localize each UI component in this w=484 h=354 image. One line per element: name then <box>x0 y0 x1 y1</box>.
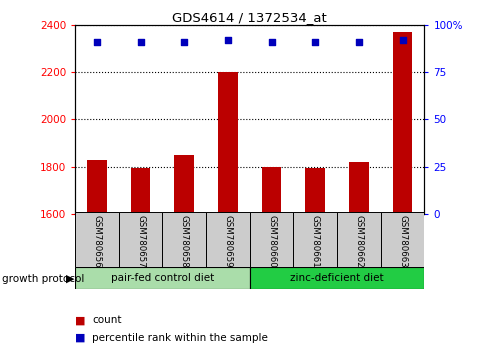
Text: GSM780659: GSM780659 <box>223 215 232 268</box>
Text: growth protocol: growth protocol <box>2 274 85 284</box>
Point <box>93 39 101 45</box>
Bar <box>75 267 249 289</box>
Bar <box>119 212 162 267</box>
Point <box>354 39 362 45</box>
Bar <box>392 32 411 214</box>
Text: GSM780657: GSM780657 <box>136 215 145 268</box>
Bar <box>380 212 424 267</box>
Bar <box>249 267 424 289</box>
Bar <box>293 212 336 267</box>
Bar <box>218 72 237 214</box>
Bar <box>249 212 293 267</box>
Bar <box>87 160 106 214</box>
Text: GSM780662: GSM780662 <box>354 215 363 268</box>
Bar <box>348 162 368 214</box>
Text: ▶: ▶ <box>65 274 74 284</box>
Text: GSM780656: GSM780656 <box>92 215 101 268</box>
Text: GSM780661: GSM780661 <box>310 215 319 268</box>
Text: GSM780663: GSM780663 <box>397 215 406 268</box>
Bar <box>336 212 380 267</box>
Text: zinc-deficient diet: zinc-deficient diet <box>289 273 383 282</box>
Text: percentile rank within the sample: percentile rank within the sample <box>92 333 268 343</box>
Point <box>136 39 144 45</box>
Text: count: count <box>92 315 121 325</box>
Bar <box>75 212 119 267</box>
Text: GSM780660: GSM780660 <box>267 215 275 268</box>
Bar <box>206 212 249 267</box>
Bar <box>174 155 194 214</box>
Bar <box>162 212 206 267</box>
Point <box>180 39 188 45</box>
Point <box>224 37 231 43</box>
Text: GSM780658: GSM780658 <box>180 215 188 268</box>
Text: ■: ■ <box>75 333 86 343</box>
Point <box>267 39 275 45</box>
Text: pair-fed control diet: pair-fed control diet <box>111 273 213 282</box>
Point <box>311 39 318 45</box>
Bar <box>305 168 324 214</box>
Point <box>398 37 406 43</box>
Bar <box>261 167 281 214</box>
Text: ■: ■ <box>75 315 86 325</box>
Title: GDS4614 / 1372534_at: GDS4614 / 1372534_at <box>172 11 327 24</box>
Bar <box>131 168 150 214</box>
